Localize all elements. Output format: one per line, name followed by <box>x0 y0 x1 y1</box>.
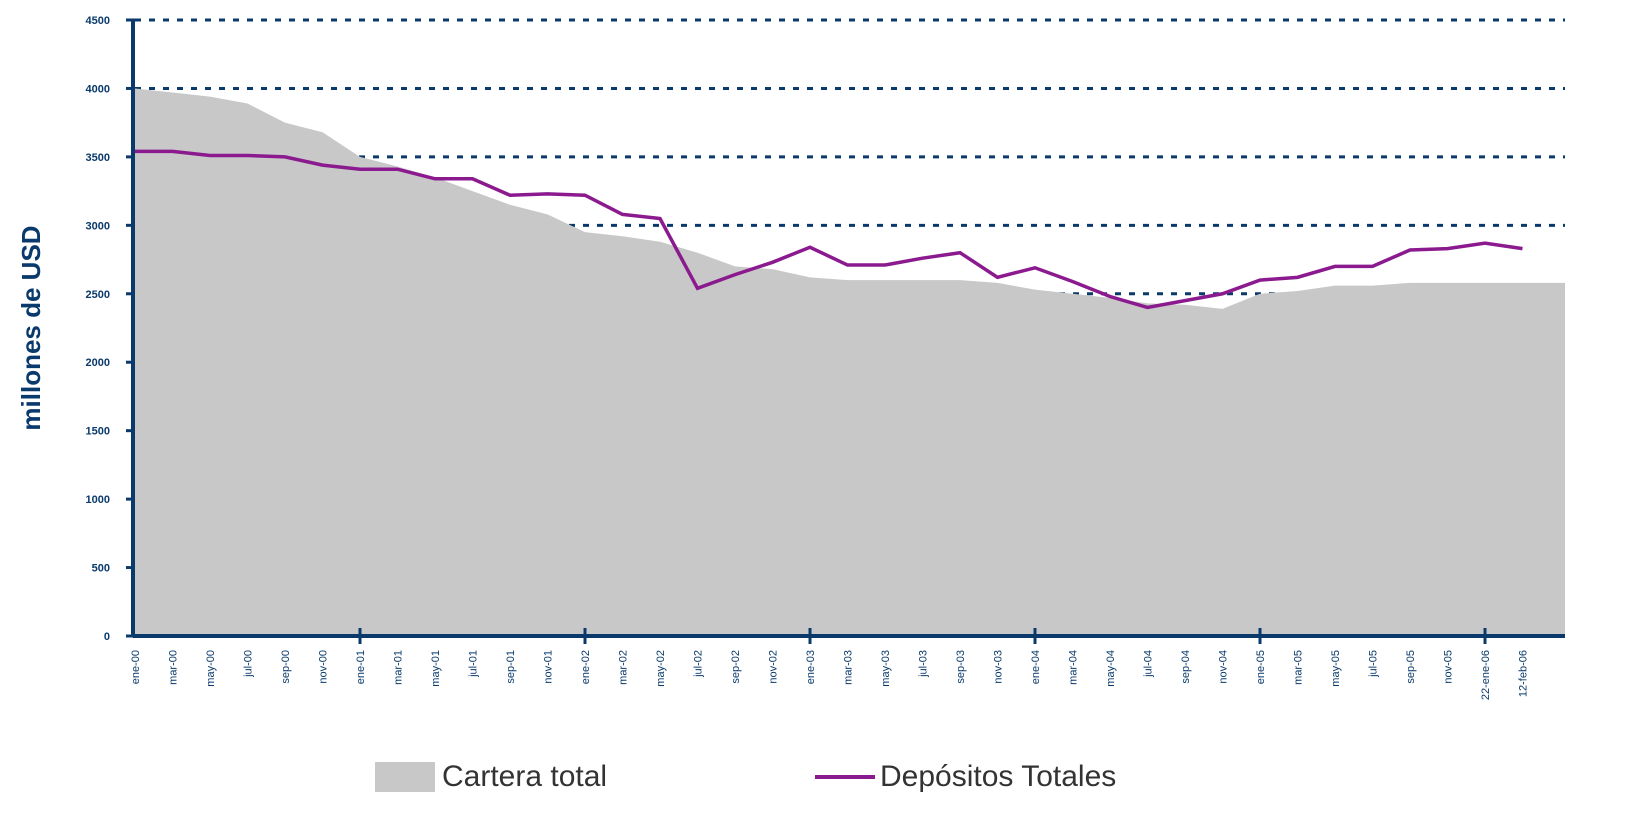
x-tick-label: mar-02 <box>618 650 630 685</box>
y-tick-label: 500 <box>92 563 110 575</box>
x-tick-label: ene-04 <box>1030 650 1042 684</box>
x-tick-label: ene-01 <box>355 650 367 684</box>
x-tick-label: jul-00 <box>243 650 255 678</box>
x-tick-label: mar-04 <box>1068 650 1080 685</box>
x-tick-label: may-05 <box>1330 650 1342 687</box>
x-tick-label: sep-05 <box>1405 650 1417 684</box>
x-tick-label: mar-05 <box>1293 650 1305 685</box>
y-tick-label: 3500 <box>86 152 110 164</box>
y-tick-label: 3000 <box>86 220 110 232</box>
x-tick-label: mar-00 <box>168 650 180 685</box>
y-tick-label: 4000 <box>86 83 110 95</box>
line <box>135 149 1523 310</box>
y-tick-label: 2000 <box>86 357 110 369</box>
x-tick-label: sep-02 <box>730 650 742 684</box>
x-tick-label: ene-02 <box>580 650 592 684</box>
y-axis-label: millones de USD <box>16 225 46 430</box>
x-tick-label: mar-01 <box>393 650 405 685</box>
x-tick-label: sep-01 <box>505 650 517 684</box>
x-tick-label: 22-ene-06 <box>1480 650 1492 700</box>
x-tick-label: jul-02 <box>693 650 705 678</box>
x-tick-label: 12-feb-06 <box>1518 650 1530 697</box>
legend-label: Cartera total <box>442 760 607 793</box>
x-tick-label: ene-03 <box>805 650 817 684</box>
x-tick-label: nov-02 <box>768 650 780 684</box>
y-tick-label: 1500 <box>86 426 110 438</box>
x-tick-label: nov-00 <box>318 650 330 684</box>
x-tick-label: ene-05 <box>1255 650 1267 684</box>
x-tick-label: mar-03 <box>843 650 855 685</box>
x-tick-label: sep-03 <box>955 650 967 684</box>
x-tick-label: nov-05 <box>1443 650 1455 684</box>
y-tick-label: 1000 <box>86 494 110 506</box>
x-tick-label: may-00 <box>205 650 217 687</box>
x-tick-label: jul-05 <box>1368 650 1380 678</box>
x-tick-label: sep-04 <box>1180 650 1192 684</box>
x-tick-label: sep-00 <box>280 650 292 684</box>
legend-label: Depósitos Totales <box>880 760 1116 793</box>
y-tick-label: 4500 <box>86 15 110 27</box>
x-tick-label: nov-03 <box>993 650 1005 684</box>
x-tick-label: jul-03 <box>918 650 930 678</box>
x-tick-label: may-02 <box>655 650 667 687</box>
y-tick-label: 2500 <box>86 289 110 301</box>
y-tick-label: 0 <box>104 631 110 643</box>
x-tick-label: may-04 <box>1105 650 1117 687</box>
x-tick-label: jul-01 <box>468 650 480 678</box>
legend-swatch <box>375 762 435 792</box>
x-tick-label: nov-01 <box>543 650 555 684</box>
x-tick-label: ene-00 <box>130 650 142 684</box>
x-tick-label: jul-04 <box>1143 650 1155 678</box>
area <box>135 88 1565 636</box>
x-tick-label: may-01 <box>430 650 442 687</box>
x-tick-label: nov-04 <box>1218 650 1230 684</box>
x-tick-label: may-03 <box>880 650 892 687</box>
